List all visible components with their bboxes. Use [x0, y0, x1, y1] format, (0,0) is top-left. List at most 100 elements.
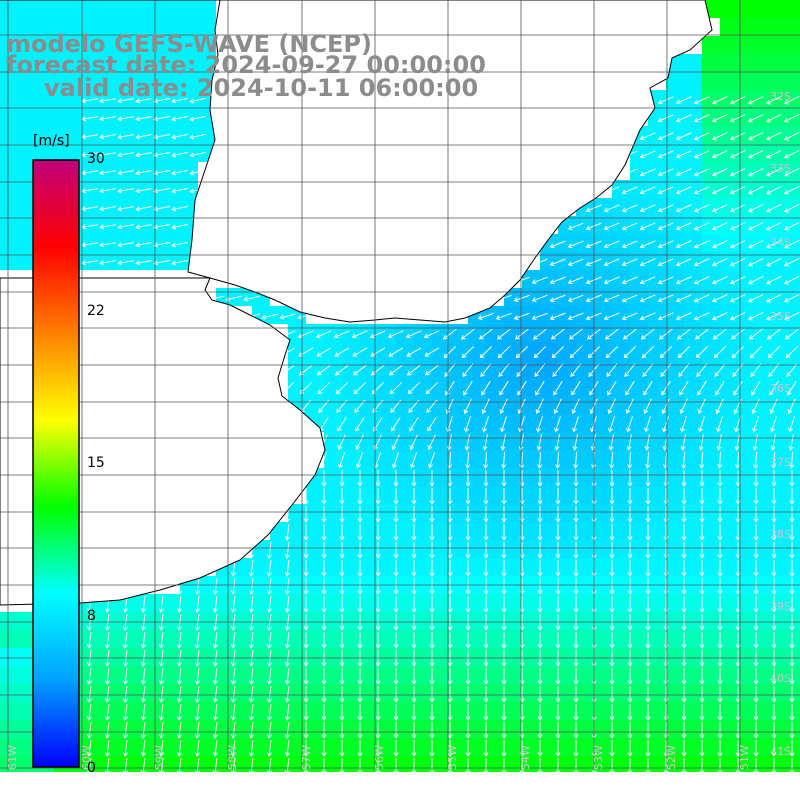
wind-arrow — [717, 686, 723, 703]
wind-arrow — [266, 559, 272, 577]
wind-arrow — [711, 168, 728, 177]
wind-arrow — [519, 578, 525, 595]
wind-arrow — [357, 506, 363, 523]
wind-arrow — [393, 686, 399, 703]
wind-arrow — [140, 721, 146, 739]
wind-arrow — [465, 722, 471, 739]
wind-arrow — [645, 542, 651, 559]
wind-arrow — [375, 524, 381, 541]
wind-arrow — [393, 542, 399, 559]
wind-arrow — [447, 740, 453, 757]
wind-arrow — [657, 96, 674, 105]
wind-arrow — [370, 347, 386, 357]
wind-arrow — [657, 168, 674, 177]
wind-arrow — [712, 328, 727, 340]
wind-arrow — [140, 631, 146, 649]
wind-arrow — [697, 398, 706, 415]
wind-arrow — [337, 434, 346, 451]
wind-arrow — [393, 704, 399, 721]
wind-arrow — [699, 470, 705, 487]
wind-arrow — [675, 276, 692, 285]
wind-arrow — [230, 739, 236, 757]
wind-arrow — [693, 240, 710, 249]
wind-arrow — [681, 524, 687, 541]
wind-arrow — [483, 632, 489, 649]
wind-arrow — [715, 398, 724, 415]
wind-arrow — [153, 187, 170, 194]
wind-arrow — [248, 703, 254, 721]
wind-arrow — [717, 524, 723, 541]
wind-arrow — [86, 667, 92, 685]
lat-label: 36S — [770, 382, 791, 395]
wind-arrow — [409, 434, 418, 451]
wind-arrow — [753, 488, 759, 505]
wind-arrow — [447, 506, 453, 523]
wind-arrow — [699, 524, 705, 541]
wind-arrow — [789, 470, 795, 487]
wind-arrow — [316, 364, 331, 376]
wind-arrow — [357, 740, 363, 757]
wind-arrow — [698, 416, 705, 433]
wind-arrow — [429, 524, 435, 541]
wind-arrow — [411, 704, 417, 721]
wind-arrow — [117, 98, 134, 104]
wind-arrow — [153, 223, 170, 230]
wind-arrow — [86, 739, 92, 757]
wind-arrow — [657, 240, 674, 249]
wind-arrow — [729, 132, 746, 141]
wind-arrow — [786, 363, 798, 377]
wind-arrow — [153, 133, 170, 140]
wind-arrow — [663, 686, 669, 703]
wind-arrow — [339, 596, 345, 613]
wind-arrow — [639, 132, 656, 141]
wind-arrow — [425, 382, 439, 395]
wind-arrow — [681, 542, 687, 559]
wind-arrow — [519, 722, 525, 739]
wind-arrow — [730, 328, 745, 340]
wind-arrow — [747, 258, 764, 267]
wind-arrow — [573, 758, 579, 775]
wind-arrow — [375, 686, 381, 703]
wind-arrow — [86, 631, 92, 649]
wind-arrow — [747, 114, 764, 123]
wind-arrow — [752, 434, 758, 451]
wind-arrow — [645, 506, 651, 523]
wind-arrow — [645, 668, 651, 685]
wind-arrow — [212, 667, 218, 685]
wind-arrow — [531, 312, 548, 321]
wind-arrow — [248, 631, 254, 649]
wind-arrow — [681, 758, 687, 775]
wind-arrow — [657, 186, 674, 195]
wind-arrow — [693, 168, 710, 177]
wind-arrow — [729, 222, 746, 231]
wind-arrow — [501, 470, 507, 487]
wind-arrow — [537, 740, 543, 757]
wind-arrow — [447, 722, 453, 739]
wind-arrow — [573, 542, 579, 559]
wind-arrow — [357, 704, 363, 721]
wind-arrow — [573, 488, 579, 505]
wind-arrow — [429, 488, 435, 505]
wind-arrow — [675, 168, 692, 177]
wind-arrow — [387, 330, 404, 339]
wind-arrow — [789, 758, 795, 775]
wind-arrow — [447, 578, 453, 595]
wind-arrow — [771, 524, 777, 541]
wind-arrow — [423, 330, 440, 339]
wind-arrow — [117, 260, 134, 266]
wind-arrow — [663, 740, 669, 757]
wind-arrow — [697, 380, 707, 396]
wind-arrow — [608, 416, 615, 433]
wind-arrow — [693, 96, 710, 105]
wind-arrow — [483, 758, 489, 775]
wind-arrow — [171, 223, 188, 230]
wind-arrow — [501, 704, 507, 721]
wind-arrow — [626, 434, 632, 451]
wind-arrow — [212, 721, 218, 739]
wind-arrow — [732, 363, 744, 377]
wind-arrow — [393, 488, 399, 505]
wind-arrow — [536, 434, 542, 451]
wind-arrow — [135, 98, 152, 104]
wind-arrow — [699, 722, 705, 739]
wind-arrow — [481, 380, 491, 396]
